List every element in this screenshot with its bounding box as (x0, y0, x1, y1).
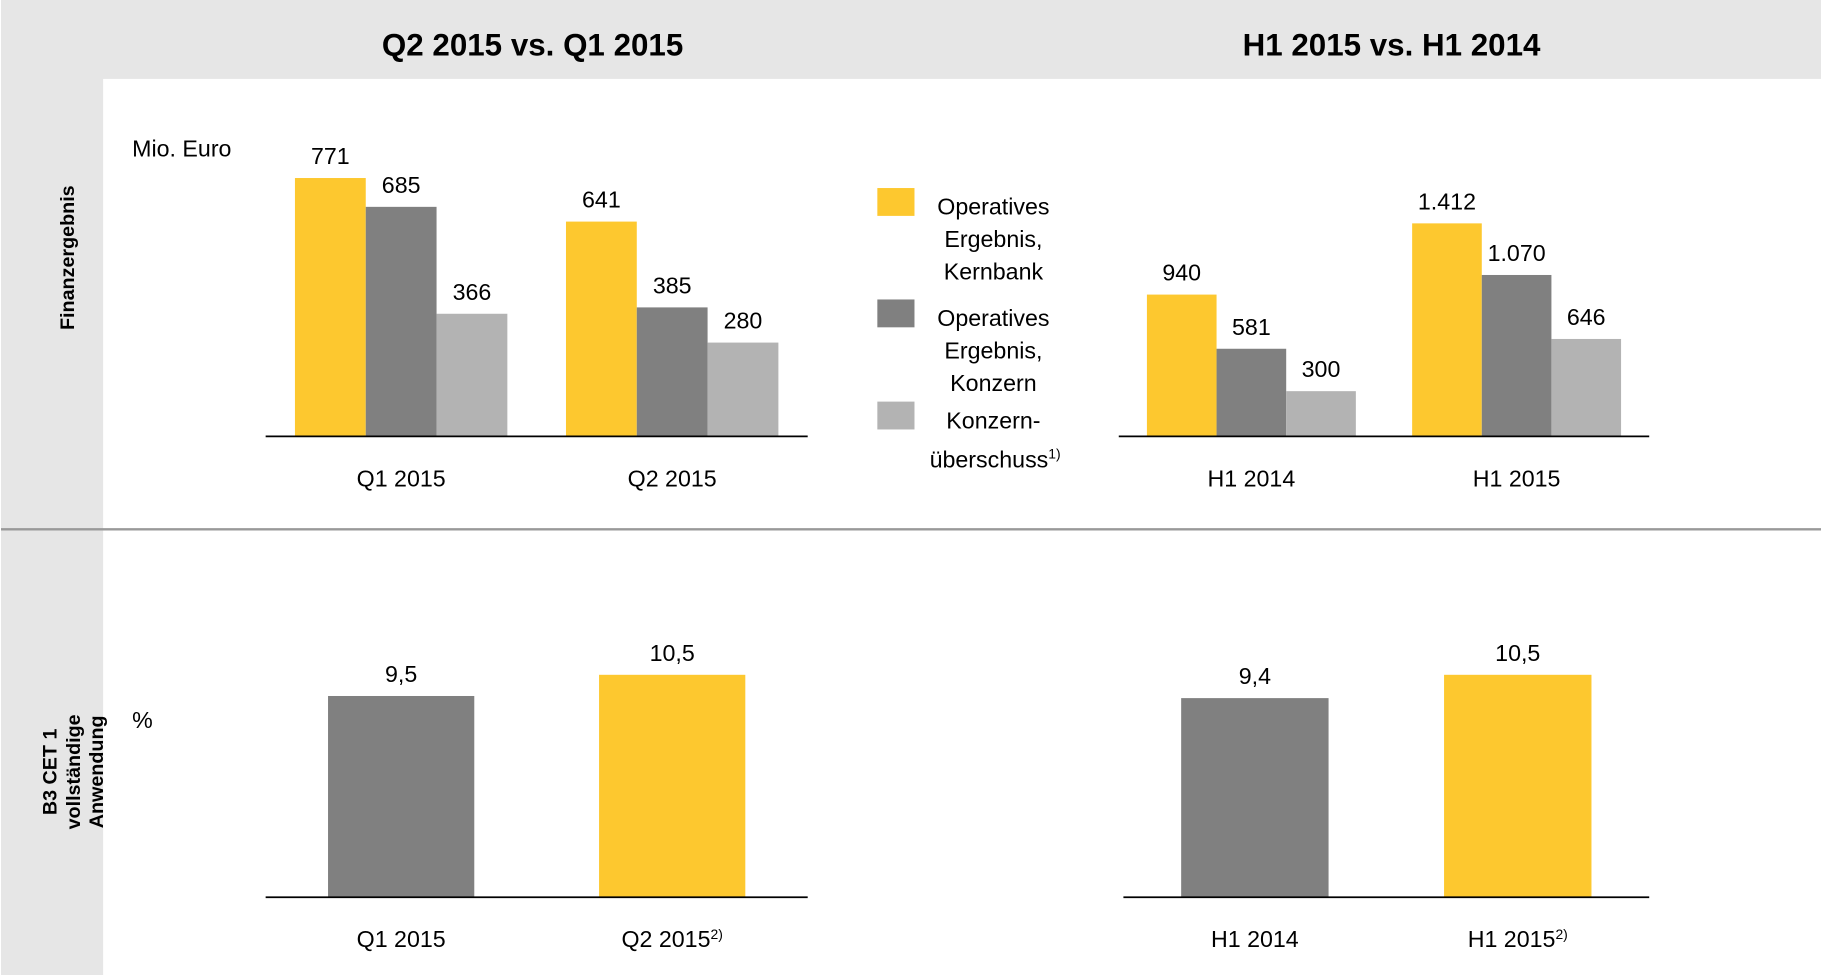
header-band (1, 0, 1821, 79)
legend-entry: Operatives Ergebnis, Kernbank (906, 192, 1080, 290)
x-tick-label: Q2 2015 (628, 465, 717, 491)
legend-text: Konzern-überschuss1) (929, 405, 1061, 477)
category: Q1 2015 (357, 465, 446, 491)
value-label: 940 (1162, 260, 1201, 286)
bar (328, 695, 475, 898)
bar (436, 313, 508, 437)
value-label: 9,5 (385, 661, 417, 687)
value-label: 385 (653, 272, 692, 298)
bar (1216, 348, 1287, 437)
value-label: 9,4 (1239, 663, 1271, 689)
legend-entry: Konzern-überschuss1) (929, 405, 1061, 477)
legend-text: Operatives Ergebnis, Konzern (906, 303, 1080, 401)
category: Q2 2015 (621, 926, 710, 952)
x-tick-label: H1 2014 (1208, 465, 1296, 491)
x-tick-label: H1 2015 (1473, 465, 1561, 491)
bar (707, 342, 779, 437)
legend-swatch (877, 401, 915, 430)
unit-label: Mio. Euro (132, 136, 231, 162)
bar (1181, 698, 1329, 898)
value-label: 581 (1232, 314, 1271, 340)
bar (1146, 294, 1217, 437)
value-label: 10,5 (1495, 640, 1540, 666)
row-label-line: Finanzergebnis (57, 185, 79, 330)
value-label: 646 (1567, 304, 1606, 330)
category: H1 2015 (1473, 465, 1561, 491)
legend-label: Konzern-überschuss (929, 408, 1049, 474)
bar (1412, 223, 1482, 437)
value-label: 641 (582, 187, 621, 213)
value-label: 1.412 (1418, 188, 1476, 214)
legend-swatch (877, 299, 915, 328)
legend-label: Operatives Ergebnis, Konzern (937, 306, 1050, 397)
legend-footnote: 1) (1048, 445, 1061, 462)
category-footnote: 2) (1555, 926, 1567, 942)
category: H1 2014 (1211, 926, 1299, 952)
x-tick-label: H1 20152) (1468, 926, 1568, 952)
bar (565, 221, 637, 437)
row-label-line: B3 CET 1 (40, 729, 62, 816)
value-label: 300 (1302, 356, 1341, 382)
legend-entry: Operatives Ergebnis, Konzern (906, 303, 1080, 401)
x-tick-label: Q2 20152) (621, 926, 722, 952)
value-label: 366 (453, 279, 492, 305)
bar (1481, 274, 1552, 437)
bar (599, 674, 746, 898)
header: H1 2015 vs. H1 2014 (1243, 28, 1541, 63)
category-footnote: 2) (711, 926, 723, 942)
value-label: 280 (724, 308, 763, 334)
category: H1 2014 (1208, 465, 1296, 491)
value-label: 771 (311, 143, 350, 169)
bar (365, 206, 437, 437)
x-tick-label: Q1 2015 (357, 465, 446, 491)
unit-label: % (132, 707, 153, 733)
value-label: 685 (382, 172, 421, 198)
category: Q1 2015 (357, 926, 446, 952)
legend-text: Operatives Ergebnis, Kernbank (906, 192, 1080, 290)
row-label-line: vollständige (63, 714, 85, 829)
x-tick-label: H1 2014 (1211, 926, 1299, 952)
bar (636, 307, 708, 437)
header: Q2 2015 vs. Q1 2015 (382, 28, 683, 63)
row-label-line: Anwendung (86, 715, 108, 828)
side-band (1, 0, 104, 975)
row-label: B3 CET 1 vollständige Anwendung (40, 714, 108, 829)
bar (1444, 674, 1592, 898)
value-label: 10,5 (650, 640, 695, 666)
category: H1 2015 (1468, 926, 1556, 952)
value-label: 1.070 (1488, 240, 1546, 266)
x-tick-label: Q1 2015 (357, 926, 446, 952)
bar (294, 178, 366, 437)
legend-label: Operatives Ergebnis, Kernbank (937, 195, 1050, 286)
row-label: Finanzergebnis (57, 185, 79, 330)
bar (1286, 391, 1356, 437)
category: Q2 2015 (628, 465, 717, 491)
bar (1551, 338, 1622, 437)
legend-swatch (877, 188, 915, 216)
